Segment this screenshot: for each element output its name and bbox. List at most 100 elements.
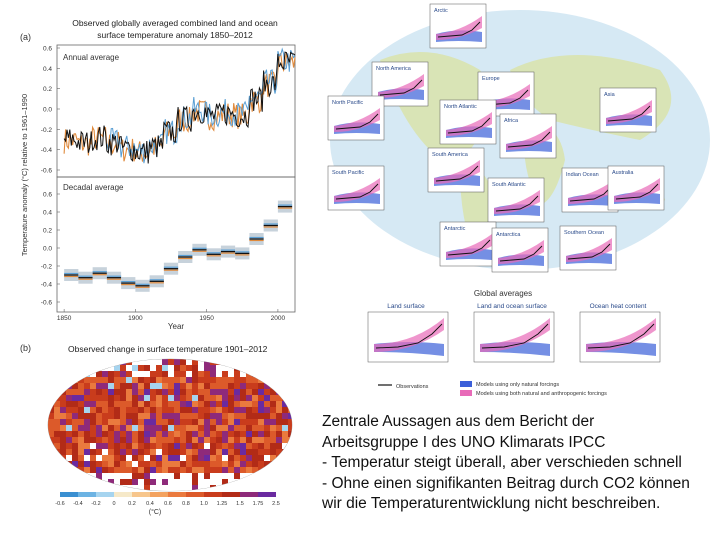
map-grid-cell: [102, 389, 108, 395]
map-grid-cell: [120, 407, 126, 413]
map-grid-cell: [222, 377, 228, 383]
map-grid-cell: [108, 389, 114, 395]
map-grid-cell: [276, 473, 282, 479]
map-grid-cell: [234, 359, 240, 365]
anthropogenic-band: [494, 190, 540, 214]
map-grid-cell: [162, 461, 168, 467]
caption-text-block: Zentrale Aussagen aus dem Bericht der Ar…: [322, 412, 718, 515]
map-grid-cell: [114, 467, 120, 473]
y-ticks-decadal: 0.6 0.4 0.2 0.0 -0.2 -0.4 -0.6: [41, 192, 60, 307]
map-grid-cell: [192, 473, 198, 479]
map-grid-cell: [108, 359, 114, 365]
map-grid-cell: [78, 467, 84, 473]
map-grid-cell: [228, 479, 234, 485]
map-grid-cell: [180, 437, 186, 443]
observations-line: [375, 323, 443, 349]
map-grid-cell: [114, 443, 120, 449]
map-grid-cell: [258, 473, 264, 479]
region-inset-title: Indian Ocean: [566, 172, 599, 178]
map-grid-cell: [108, 473, 114, 479]
map-grid-cell: [78, 425, 84, 431]
map-grid-cell: [246, 377, 252, 383]
map-grid-cell: [228, 389, 234, 395]
map-grid-cell: [180, 485, 186, 491]
map-grid-cell: [156, 359, 162, 365]
map-grid-cell: [144, 449, 150, 455]
map-grid-cell: [72, 365, 78, 371]
map-grid-cell: [120, 371, 126, 377]
map-grid-cell: [168, 425, 174, 431]
map-grid-cell: [240, 425, 246, 431]
map-grid-cell: [282, 359, 288, 365]
map-grid-cell: [210, 419, 216, 425]
map-grid-cell: [210, 413, 216, 419]
map-grid-cell: [138, 437, 144, 443]
map-grid-cell: [234, 425, 240, 431]
map-grid-cell: [120, 395, 126, 401]
map-grid-cell: [72, 371, 78, 377]
map-grid-cell: [120, 431, 126, 437]
map-grid-cell: [138, 449, 144, 455]
map-grid-cell: [54, 473, 60, 479]
map-grid-cell: [78, 407, 84, 413]
observations-line: [379, 79, 423, 96]
map-grid-cell: [228, 413, 234, 419]
observations-line: [615, 183, 659, 200]
map-grid-cell: [216, 455, 222, 461]
map-grid-cell: [258, 359, 264, 365]
map-grid-cell: [144, 377, 150, 383]
map-grid-cell: [276, 443, 282, 449]
y-tick-label: -0.2: [41, 264, 53, 271]
map-grid-cell: [228, 371, 234, 377]
map-grid-cell: [264, 431, 270, 437]
map-grid-cell: [162, 389, 168, 395]
region-inset: Antarctica: [491, 227, 549, 273]
map-grid-cell: [54, 365, 60, 371]
map-grid-cell: [264, 443, 270, 449]
map-grid-cell: [90, 383, 96, 389]
map-grid-cell: [114, 431, 120, 437]
map-grid-cell: [288, 449, 292, 455]
colorbar-tick: 0.4: [146, 501, 154, 507]
map-grid-cell: [186, 455, 192, 461]
map-grid-cell: [252, 461, 258, 467]
map-grid-cell: [210, 443, 216, 449]
map-grid-cell: [210, 485, 216, 491]
map-grid-cell: [276, 455, 282, 461]
map-grid-cell: [288, 431, 292, 437]
map-grid-cell: [72, 383, 78, 389]
map-grid-cell: [228, 485, 234, 491]
map-grid-cell: [156, 485, 162, 491]
map-grid-cell: [216, 401, 222, 407]
map-grid-cell: [240, 437, 246, 443]
map-grid-cell: [66, 389, 72, 395]
map-grid-cell: [198, 449, 204, 455]
map-grid-cell: [96, 485, 102, 491]
map-grid-cell: [78, 401, 84, 407]
map-grid-cell: [90, 485, 96, 491]
map-grid-cell: [84, 407, 90, 413]
map-grid-cell: [126, 419, 132, 425]
map-grid-cell: [288, 455, 292, 461]
observations-line: [499, 245, 543, 262]
map-grid-cell: [174, 383, 180, 389]
map-grid-cell: [174, 401, 180, 407]
map-grid-cell: [84, 467, 90, 473]
map-grid-cell: [198, 419, 204, 425]
map-grid-cell: [138, 371, 144, 377]
map-grid-cell: [270, 407, 276, 413]
map-grid-cell: [180, 383, 186, 389]
map-grid-cell: [180, 425, 186, 431]
map-grid-cell: [66, 485, 72, 491]
map-grid-cell: [114, 455, 120, 461]
annual-series-blue: [106, 47, 296, 164]
map-grid-cell: [156, 401, 162, 407]
map-grid-cell: [96, 449, 102, 455]
map-grid-cell: [228, 443, 234, 449]
map-grid-cell: [192, 467, 198, 473]
map-grid-cell: [198, 467, 204, 473]
global-average-panel: Land surface: [367, 303, 449, 363]
map-grid-cell: [204, 473, 210, 479]
map-grid-cell: [240, 377, 246, 383]
map-grid-cell: [156, 449, 162, 455]
